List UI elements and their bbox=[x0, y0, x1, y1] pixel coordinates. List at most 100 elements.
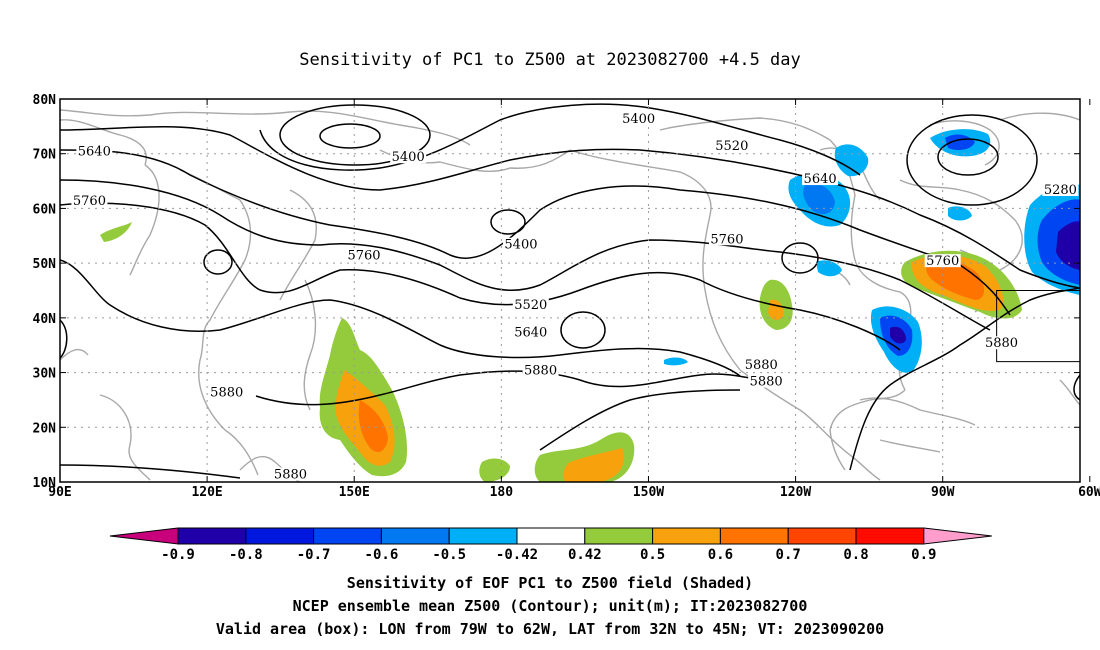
colorbar-label: 0.7 bbox=[776, 547, 801, 563]
lon-tick-label: 150E bbox=[339, 485, 370, 500]
contour-label-bg bbox=[748, 374, 785, 388]
contour-label-bg bbox=[346, 248, 383, 262]
cyan-region-4 bbox=[948, 206, 972, 221]
colorbar-swatch bbox=[245, 527, 315, 545]
contour-label-bg bbox=[272, 467, 309, 481]
caption-contour: NCEP ensemble mean Z500 (Contour); unit(… bbox=[292, 597, 808, 615]
green-speck-1 bbox=[100, 222, 132, 242]
contour-label-bg bbox=[71, 193, 108, 207]
contour-label: 5880 bbox=[985, 336, 1018, 351]
contour-label-bg bbox=[390, 150, 427, 164]
colorbar-swatch bbox=[313, 527, 382, 545]
contour-label: 5400 bbox=[622, 112, 655, 127]
colorbar-label: -0.8 bbox=[229, 547, 263, 563]
contour-label-bg bbox=[76, 144, 113, 158]
map-axes: 90E 120E 150E 180 150W 120W 90W 60W 80N 70N 60N 50N… bbox=[33, 93, 1100, 500]
colorbar: -0.9 -0.8 -0.7 -0.6 -0.5 -0.42 0.42 0.5 0.6 0.7 0.… bbox=[109, 527, 992, 563]
colorbar-swatch bbox=[584, 527, 654, 545]
coastlines bbox=[60, 109, 1080, 482]
colorbar-label: 0.8 bbox=[843, 547, 868, 563]
colorbar-end-low bbox=[109, 527, 179, 545]
cyan-region-6 bbox=[664, 357, 688, 366]
contour-label: 5400 bbox=[504, 238, 537, 253]
caption-valid-area: Valid area (box): LON from 79W to 62W, L… bbox=[215, 620, 885, 638]
dark-blue-region-8 bbox=[1056, 221, 1080, 270]
lat-tick-label: 10N bbox=[33, 476, 57, 491]
lat-tick-label: 50N bbox=[33, 257, 57, 272]
contour-label: 5280 bbox=[1044, 183, 1077, 198]
lon-tick-label: 90W bbox=[931, 485, 955, 500]
lon-tick-label: 90E bbox=[48, 485, 71, 500]
colorbar-swatch bbox=[855, 527, 925, 545]
lon-tick-label: 150W bbox=[633, 485, 664, 500]
colorbar-label: 0.42 bbox=[568, 547, 602, 563]
contour-label: 5400 bbox=[392, 150, 425, 165]
contour-label-bg bbox=[802, 172, 839, 186]
contour-label: 5880 bbox=[750, 375, 783, 390]
contour-label-bg bbox=[1042, 183, 1079, 197]
contour-label-bg bbox=[713, 139, 750, 153]
contour-label: 5760 bbox=[710, 232, 743, 247]
lat-tick-label: 70N bbox=[33, 148, 57, 163]
contour-label: 5880 bbox=[210, 385, 243, 400]
cyan-region-2 bbox=[834, 144, 869, 177]
contour-label-bg bbox=[743, 358, 780, 372]
contour-label-bg bbox=[208, 385, 245, 399]
colorbar-swatch bbox=[652, 527, 721, 545]
map-frame bbox=[59, 98, 1081, 483]
contour-label: 5880 bbox=[274, 468, 307, 483]
colorbar-label: 0.6 bbox=[708, 547, 733, 563]
colorbar-label: -0.7 bbox=[297, 547, 331, 563]
contour-label: 5520 bbox=[715, 139, 748, 154]
lat-tick-label: 30N bbox=[33, 367, 57, 382]
contour-label-bg bbox=[983, 336, 1020, 350]
colorbar-swatch bbox=[177, 527, 247, 545]
colorbar-swatch bbox=[380, 527, 450, 545]
contour-labels: 5400 5400 5400 5520 5520 5640 5640 5640 5760 5760… bbox=[71, 111, 1079, 483]
contour-label: 5640 bbox=[804, 172, 837, 187]
lat-tick-label: 60N bbox=[33, 202, 57, 217]
contour-label-bg bbox=[522, 363, 559, 377]
contour-label-bg bbox=[502, 237, 539, 251]
colorbar-swatch bbox=[516, 527, 586, 545]
colorbar-swatch bbox=[787, 527, 857, 545]
contour-label-bg bbox=[924, 254, 961, 268]
sensitivity-shading bbox=[100, 129, 1080, 482]
contour-label: 5640 bbox=[78, 145, 111, 160]
blue-region-1 bbox=[803, 183, 835, 215]
caption-shading: Sensitivity of EOF PC1 to Z500 field (Sh… bbox=[346, 574, 754, 592]
contour-label-bg bbox=[512, 297, 549, 311]
lat-tick-label: 40N bbox=[33, 312, 57, 327]
contour-label-bg bbox=[620, 111, 657, 125]
lon-tick-label: 120E bbox=[191, 485, 222, 500]
contour-label: 5640 bbox=[514, 325, 547, 340]
contour-label: 5520 bbox=[514, 298, 547, 313]
orange-region-2 bbox=[563, 448, 625, 482]
colorbar-end-high bbox=[923, 527, 992, 545]
contour-label: 5760 bbox=[926, 254, 959, 269]
lon-tick-label: 180 bbox=[490, 485, 514, 500]
colorbar-label: -0.5 bbox=[432, 547, 466, 563]
lat-lon-grid bbox=[60, 99, 1080, 482]
contour-label-bg bbox=[708, 232, 745, 246]
colorbar-swatch bbox=[448, 527, 518, 545]
lat-tick-label: 80N bbox=[33, 93, 57, 108]
lon-tick-label: 60W bbox=[1078, 485, 1100, 500]
page-title: Sensitivity of PC1 to Z500 at 2023082700… bbox=[299, 50, 801, 70]
contour-label: 5880 bbox=[524, 364, 557, 379]
contour-label: 5760 bbox=[73, 194, 106, 209]
dark-blue-region-7 bbox=[890, 326, 906, 344]
colorbar-label: -0.9 bbox=[161, 547, 195, 563]
colorbar-label: 0.5 bbox=[640, 547, 665, 563]
contour-label: 5880 bbox=[745, 358, 778, 373]
colorbar-swatch bbox=[719, 527, 789, 545]
z500-contours bbox=[60, 103, 1080, 479]
red-orange-region bbox=[358, 400, 388, 453]
colorbar-label: -0.42 bbox=[496, 547, 538, 563]
green-region-3 bbox=[479, 458, 510, 482]
colorbar-label: -0.6 bbox=[365, 547, 399, 563]
contour-label-bg bbox=[512, 325, 549, 339]
cyan-region-5 bbox=[816, 260, 842, 277]
lon-tick-label: 120W bbox=[780, 485, 811, 500]
